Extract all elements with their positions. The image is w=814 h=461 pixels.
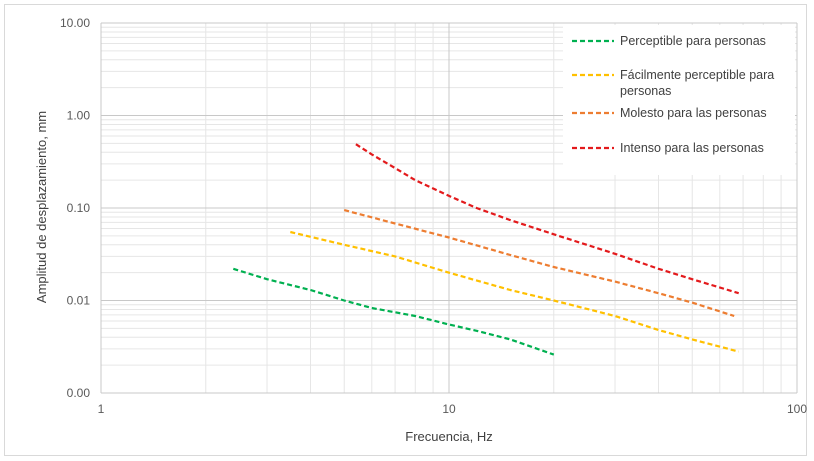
x-axis-title: Frecuencia, Hz bbox=[405, 429, 492, 444]
legend-label-4: Intenso para las personas bbox=[620, 141, 764, 155]
y-axis-title: Amplitud de desplazamiento, mm bbox=[34, 111, 49, 303]
y-tick-label: 0.10 bbox=[67, 201, 91, 215]
y-tick-label: 10.00 bbox=[60, 16, 90, 30]
series-line-3 bbox=[343, 209, 735, 318]
y-tick-labels: 0.00 0.01 0.10 1.00 10.00 bbox=[60, 16, 90, 400]
legend-background bbox=[563, 25, 795, 175]
y-tick-label: 1.00 bbox=[67, 109, 91, 123]
series-line-1 bbox=[232, 267, 555, 356]
series-line-4 bbox=[355, 143, 740, 295]
legend-label-line: Molesto para las personas bbox=[620, 106, 767, 120]
y-tick-label: 0.01 bbox=[67, 294, 91, 308]
legend-label-line: Fácilmente perceptible para bbox=[620, 68, 774, 82]
x-tick-label: 100 bbox=[787, 402, 807, 416]
series-line-2 bbox=[290, 230, 739, 353]
x-tick-label: 10 bbox=[442, 402, 456, 416]
legend-label-1: Perceptible para personas bbox=[620, 34, 766, 48]
legend-label-line: Perceptible para personas bbox=[620, 34, 766, 48]
x-tick-label: 1 bbox=[98, 402, 105, 416]
legend: Perceptible para personas Fácilmente perc… bbox=[563, 25, 795, 175]
legend-label-2: Fácilmente perceptible para personas bbox=[620, 68, 774, 98]
series-layer bbox=[232, 143, 740, 356]
x-tick-labels: 1 10 100 bbox=[98, 402, 808, 416]
y-tick-label: 0.00 bbox=[67, 386, 91, 400]
legend-label-3: Molesto para las personas bbox=[620, 106, 767, 120]
legend-label-line: personas bbox=[620, 84, 671, 98]
legend-label-line: Intenso para las personas bbox=[620, 141, 764, 155]
